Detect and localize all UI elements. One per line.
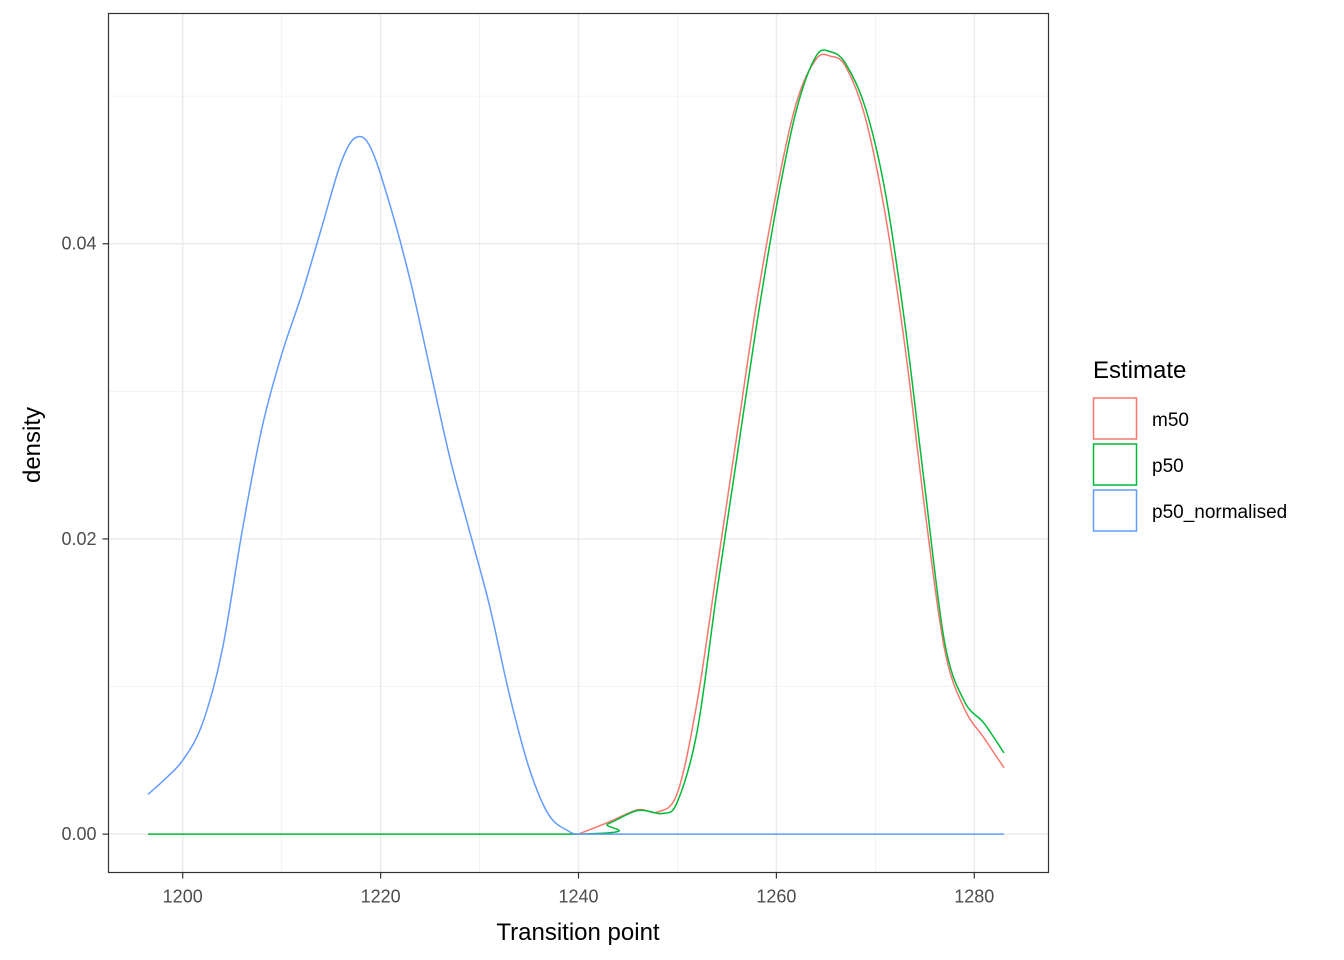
major-gridlines <box>108 13 1049 873</box>
x-tick-label: 1280 <box>954 887 994 907</box>
x-axis-title: Transition point <box>496 919 660 946</box>
legend-title: Estimate <box>1093 357 1186 384</box>
x-tick-label: 1200 <box>163 887 203 907</box>
x-tick-label: 1240 <box>558 887 598 907</box>
x-tick-label: 1220 <box>361 887 401 907</box>
x-tick-label: 1260 <box>756 887 796 907</box>
legend-item-p50-normalised: p50_normalised <box>1092 489 1287 532</box>
series-line-p50 <box>148 49 1005 835</box>
y-tick-label: 0.04 <box>61 234 96 254</box>
series-lines <box>147 49 1005 835</box>
y-tick-label: 0.00 <box>61 824 96 844</box>
series-line-m50 <box>578 53 1005 835</box>
legend-label: m50 <box>1152 410 1189 431</box>
series-line-p50-normalised <box>147 135 1004 835</box>
legend-item-m50: m50 <box>1092 397 1189 440</box>
legend: Estimate m50 p50 p50_normalised <box>1092 357 1287 532</box>
legend-key <box>1092 489 1138 532</box>
legend-key <box>1092 443 1138 486</box>
y-tick-label: 0.02 <box>61 529 96 549</box>
legend-key <box>1092 397 1138 440</box>
legend-item-p50: p50 <box>1092 443 1184 486</box>
x-axis: 1200 1220 1240 1260 1280 <box>163 872 994 907</box>
y-axis: 0.00 0.02 0.04 <box>61 234 109 844</box>
legend-label: p50 <box>1152 456 1184 477</box>
y-axis-title: density <box>19 407 46 483</box>
legend-label: p50_normalised <box>1152 502 1287 523</box>
